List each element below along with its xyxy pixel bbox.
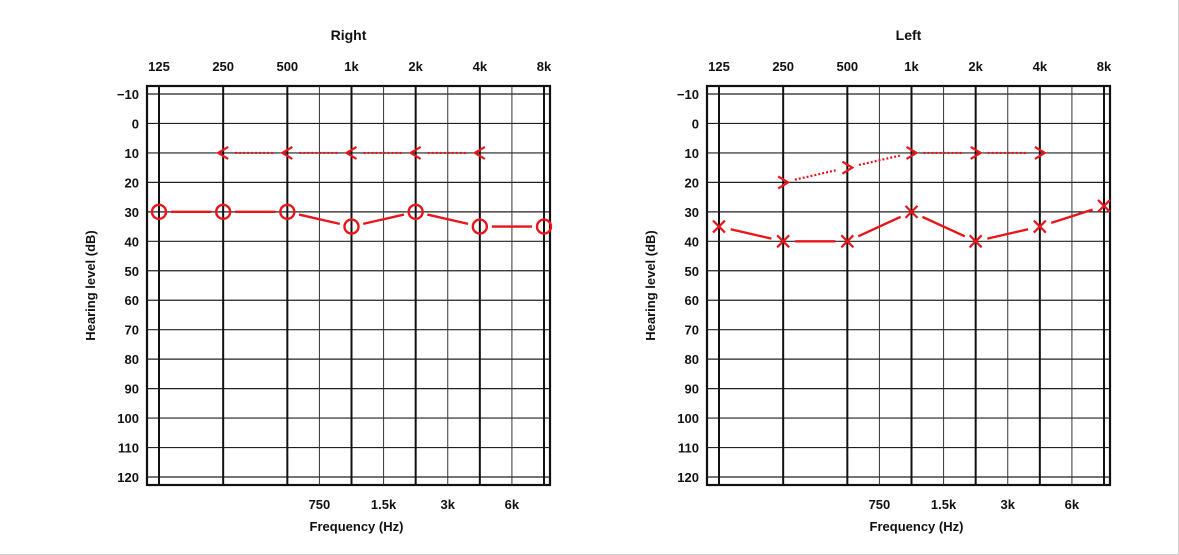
series-segment xyxy=(921,215,966,238)
series-segment xyxy=(1050,208,1093,225)
y-tick-label: 90 xyxy=(685,382,699,397)
x-bottom-tick-label: 6k xyxy=(505,497,520,512)
x-marker xyxy=(840,234,855,249)
less-than-marker xyxy=(344,145,358,160)
y-tick-label: 120 xyxy=(117,470,139,485)
series-segment xyxy=(987,228,1029,240)
audiogram-right: Right 125 250 500 1k 2k 4k 8k −10 0 10 20 30 40 50 60 70… xyxy=(83,27,553,534)
less-than-marker xyxy=(216,145,229,160)
y-tick-label: 80 xyxy=(125,352,139,367)
x-bottom-tick-label: 6k xyxy=(1065,497,1080,512)
y-tick-label: 70 xyxy=(685,323,699,338)
y-tick-label: 50 xyxy=(125,264,139,279)
less-than-marker xyxy=(408,145,422,160)
x-top-tick-label: 250 xyxy=(212,59,234,74)
circle-marker xyxy=(343,218,360,235)
greater-than-marker xyxy=(970,145,983,160)
x-bottom-tick-label: 3k xyxy=(441,497,456,512)
x-axis-label: Frequency (Hz) xyxy=(310,519,404,534)
audiogram-left: Left 125 250 500 1k 2k 4k 8k −10 0 10 20 30 40 50 60 70 8… xyxy=(643,27,1112,534)
x-top-tick-label: 8k xyxy=(1097,59,1112,74)
x-bottom-tick-label: 750 xyxy=(309,497,331,512)
circle-marker xyxy=(150,203,168,221)
y-tick-label: 20 xyxy=(685,175,699,190)
plot-frame xyxy=(705,84,1112,487)
x-marker xyxy=(904,205,919,219)
y-tick-label: −10 xyxy=(677,87,699,102)
circle-marker xyxy=(407,203,424,221)
y-axis-label: Hearing level (dB) xyxy=(83,230,98,341)
circle-marker xyxy=(535,218,553,235)
y-tick-label: 100 xyxy=(117,411,139,426)
y-tick-label: 60 xyxy=(125,293,139,308)
x-marker xyxy=(1097,199,1111,213)
y-tick-label: 110 xyxy=(118,441,139,456)
y-tick-label: 40 xyxy=(685,234,699,249)
series-segment xyxy=(858,154,901,167)
circle-marker xyxy=(471,218,489,235)
y-tick-label: 50 xyxy=(685,264,699,279)
x-top-tick-label: 8k xyxy=(537,59,552,74)
greater-than-marker xyxy=(1034,145,1047,160)
x-marker xyxy=(968,234,983,249)
circle-marker xyxy=(279,203,296,221)
y-tick-label: 100 xyxy=(677,411,699,426)
audiogram-left-chart: Left 125 250 500 1k 2k 4k 8k −10 0 10 20 30 40 50 60 70 8… xyxy=(643,27,1112,534)
x-marker xyxy=(776,234,790,249)
less-than-marker xyxy=(280,145,293,160)
x-top-tick-label: 500 xyxy=(836,59,858,74)
greater-than-marker xyxy=(905,145,919,160)
chart-title: Left xyxy=(896,27,922,43)
y-tick-label: 60 xyxy=(685,293,699,308)
x-marker xyxy=(712,219,726,234)
series-segment xyxy=(362,213,405,226)
x-top-tick-label: 4k xyxy=(473,59,488,74)
x-top-tick-label: 125 xyxy=(708,59,730,74)
x-bottom-tick-label: 3k xyxy=(1001,497,1016,512)
x-top-tick-label: 1k xyxy=(904,59,919,74)
chart-title: Right xyxy=(331,27,367,43)
x-top-tick-label: 2k xyxy=(408,59,423,74)
x-top-tick-label: 2k xyxy=(968,59,983,74)
series-segment xyxy=(794,169,836,181)
greater-than-marker xyxy=(777,175,791,190)
audiogram-right-chart: Right 125 250 500 1k 2k 4k 8k −10 0 10 20 30 40 50 60 70… xyxy=(83,27,553,534)
greater-than-marker xyxy=(841,160,855,175)
x-axis-label: Frequency (Hz) xyxy=(870,519,964,534)
x-top-tick-label: 500 xyxy=(276,59,298,74)
y-tick-label: 10 xyxy=(125,146,139,161)
y-tick-label: 0 xyxy=(132,116,139,131)
y-tick-label: 40 xyxy=(125,234,139,249)
y-tick-label: 10 xyxy=(685,146,699,161)
y-tick-label: 30 xyxy=(685,205,699,220)
x-bottom-tick-label: 1.5k xyxy=(931,497,957,512)
y-tick-label: 80 xyxy=(685,352,699,367)
y-tick-label: 0 xyxy=(692,116,699,131)
y-tick-label: 30 xyxy=(125,205,139,220)
x-bottom-tick-label: 1.5k xyxy=(371,497,397,512)
y-tick-label: −10 xyxy=(117,87,139,102)
y-tick-label: 70 xyxy=(125,323,139,338)
y-tick-label: 120 xyxy=(677,470,699,485)
y-tick-label: 110 xyxy=(678,441,699,456)
x-top-tick-label: 250 xyxy=(772,59,794,74)
series-segment xyxy=(857,215,902,238)
x-top-tick-label: 1k xyxy=(344,59,359,74)
y-axis-label: Hearing level (dB) xyxy=(643,230,658,341)
series-segment xyxy=(730,228,772,240)
series-segment xyxy=(427,213,469,226)
y-tick-label: 90 xyxy=(125,382,139,397)
less-than-marker xyxy=(472,145,486,160)
x-top-tick-label: 4k xyxy=(1033,59,1048,74)
x-top-tick-label: 125 xyxy=(148,59,170,74)
x-bottom-tick-label: 750 xyxy=(869,497,891,512)
series-segment xyxy=(298,213,341,226)
y-tick-label: 20 xyxy=(125,175,139,190)
plot-frame xyxy=(145,84,552,487)
x-marker xyxy=(1033,219,1047,234)
circle-marker xyxy=(214,203,232,221)
